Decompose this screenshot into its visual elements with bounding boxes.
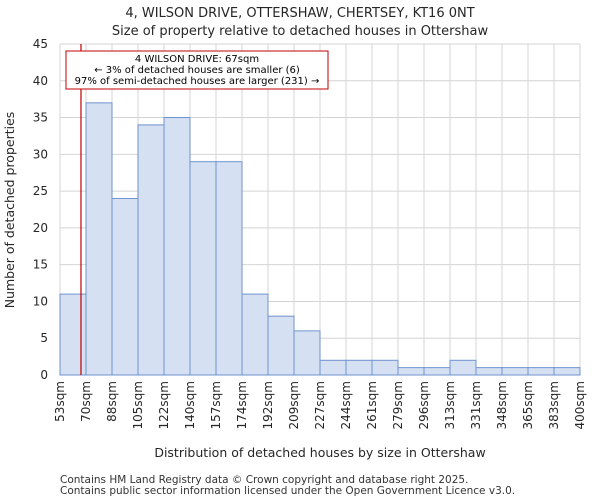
x-tick-label: 279sqm	[391, 381, 405, 429]
histogram-bar	[371, 359, 399, 376]
y-tick-label: 20	[33, 221, 48, 235]
histogram-bar	[501, 367, 529, 376]
x-tick-label: 313sqm	[443, 381, 457, 429]
histogram-bar	[449, 359, 477, 376]
histogram-bar	[241, 293, 269, 376]
x-tick-label: 365sqm	[521, 381, 535, 429]
x-tick-label: 209sqm	[287, 381, 301, 429]
y-tick-label: 25	[33, 184, 48, 198]
x-axis-ticks: 53sqm 70sqm 88sqm 105sqm 122sqm 140sqm 157sqm 1…	[53, 381, 587, 429]
histogram-bar	[319, 359, 347, 376]
y-tick-label: 35	[33, 111, 48, 125]
x-tick-label: 105sqm	[131, 381, 145, 429]
histogram-bar	[553, 367, 581, 376]
y-tick-label: 40	[33, 74, 48, 88]
chart-title-line2: Size of property relative to detached ho…	[112, 24, 489, 39]
x-tick-label: 53sqm	[53, 381, 67, 422]
y-tick-label: 30	[33, 147, 48, 161]
footer-line2: Contains public sector information licen…	[60, 485, 515, 497]
histogram-bar	[423, 367, 451, 376]
y-axis-label: Number of detached properties	[2, 112, 17, 309]
histogram-bar	[527, 367, 555, 376]
x-tick-label: 174sqm	[235, 381, 249, 429]
x-tick-label: 244sqm	[339, 381, 353, 429]
y-tick-label: 45	[33, 37, 48, 51]
x-tick-label: 192sqm	[261, 381, 275, 429]
histogram-bar	[397, 367, 425, 376]
histogram-bar	[475, 367, 503, 376]
y-axis-ticks: 0 5 10 15 20 25 30 35 40 45	[33, 37, 48, 382]
annotation-line2: ← 3% of detached houses are smaller (6)	[94, 65, 300, 76]
histogram-bar	[267, 315, 295, 376]
x-tick-label: 331sqm	[469, 381, 483, 429]
annotation-frame	[65, 50, 329, 90]
histogram-bar	[111, 197, 139, 376]
y-tick-label: 0	[40, 368, 48, 382]
y-tick-label: 5	[40, 331, 48, 345]
y-tick-label: 10	[33, 294, 48, 308]
x-tick-label: 70sqm	[79, 381, 93, 422]
bars	[59, 102, 581, 376]
histogram-bar	[85, 102, 113, 376]
y-tick-label: 15	[33, 258, 48, 272]
annotation-box: 4 WILSON DRIVE: 67sqm ← 3% of detached h…	[65, 50, 329, 90]
annotation-line3: 97% of semi-detached houses are larger (…	[75, 76, 320, 87]
histogram-bar	[189, 161, 217, 376]
histogram-bar	[137, 124, 165, 376]
x-axis-label: Distribution of detached houses by size …	[154, 445, 485, 460]
histogram-bar	[345, 359, 373, 376]
chart-title-line1: 4, WILSON DRIVE, OTTERSHAW, CHERTSEY, KT…	[125, 6, 474, 21]
x-tick-label: 157sqm	[209, 381, 223, 429]
x-tick-label: 227sqm	[313, 381, 327, 429]
footer-line1: Contains HM Land Registry data © Crown c…	[60, 474, 468, 486]
histogram-bar	[59, 293, 87, 376]
x-tick-label: 88sqm	[105, 381, 119, 422]
annotation-line1: 4 WILSON DRIVE: 67sqm	[135, 54, 259, 65]
x-tick-label: 296sqm	[417, 381, 431, 429]
x-tick-label: 400sqm	[573, 381, 587, 429]
histogram-bar	[293, 330, 321, 376]
histogram-bar	[163, 117, 191, 376]
x-tick-label: 122sqm	[157, 381, 171, 429]
x-tick-label: 383sqm	[547, 381, 561, 429]
histogram-bar	[215, 161, 243, 376]
x-tick-label: 348sqm	[495, 381, 509, 429]
x-tick-label: 140sqm	[183, 381, 197, 429]
x-tick-label: 261sqm	[365, 381, 379, 429]
